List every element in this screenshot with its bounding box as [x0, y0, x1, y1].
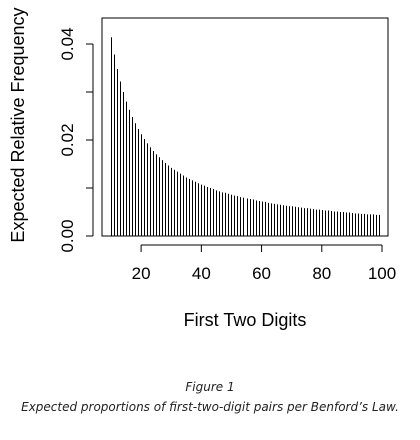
y-tick-label-0: 0.00 [58, 219, 77, 252]
y-tick-label-2: 0.02 [58, 123, 77, 156]
plot-frame [101, 17, 389, 237]
x-tick-label-60: 60 [252, 264, 271, 283]
x-tick-label-20: 20 [132, 264, 151, 283]
x-axis-title: First Two Digits [184, 310, 307, 330]
x-tick-label-40: 40 [192, 264, 211, 283]
benford-chart: 20 40 60 80 100 0.00 0.02 0.04 First Two Digits E… [8, 7, 396, 330]
figure-caption: Expected proportions of first-two-digit … [21, 400, 399, 414]
x-tick-label-100: 100 [368, 264, 396, 283]
figure-number: Figure 1 [185, 380, 235, 394]
x-tick-label-80: 80 [312, 264, 331, 283]
y-tick-label-4: 0.04 [58, 27, 77, 60]
y-axis-title: Expected Relative Frequency [8, 7, 28, 242]
